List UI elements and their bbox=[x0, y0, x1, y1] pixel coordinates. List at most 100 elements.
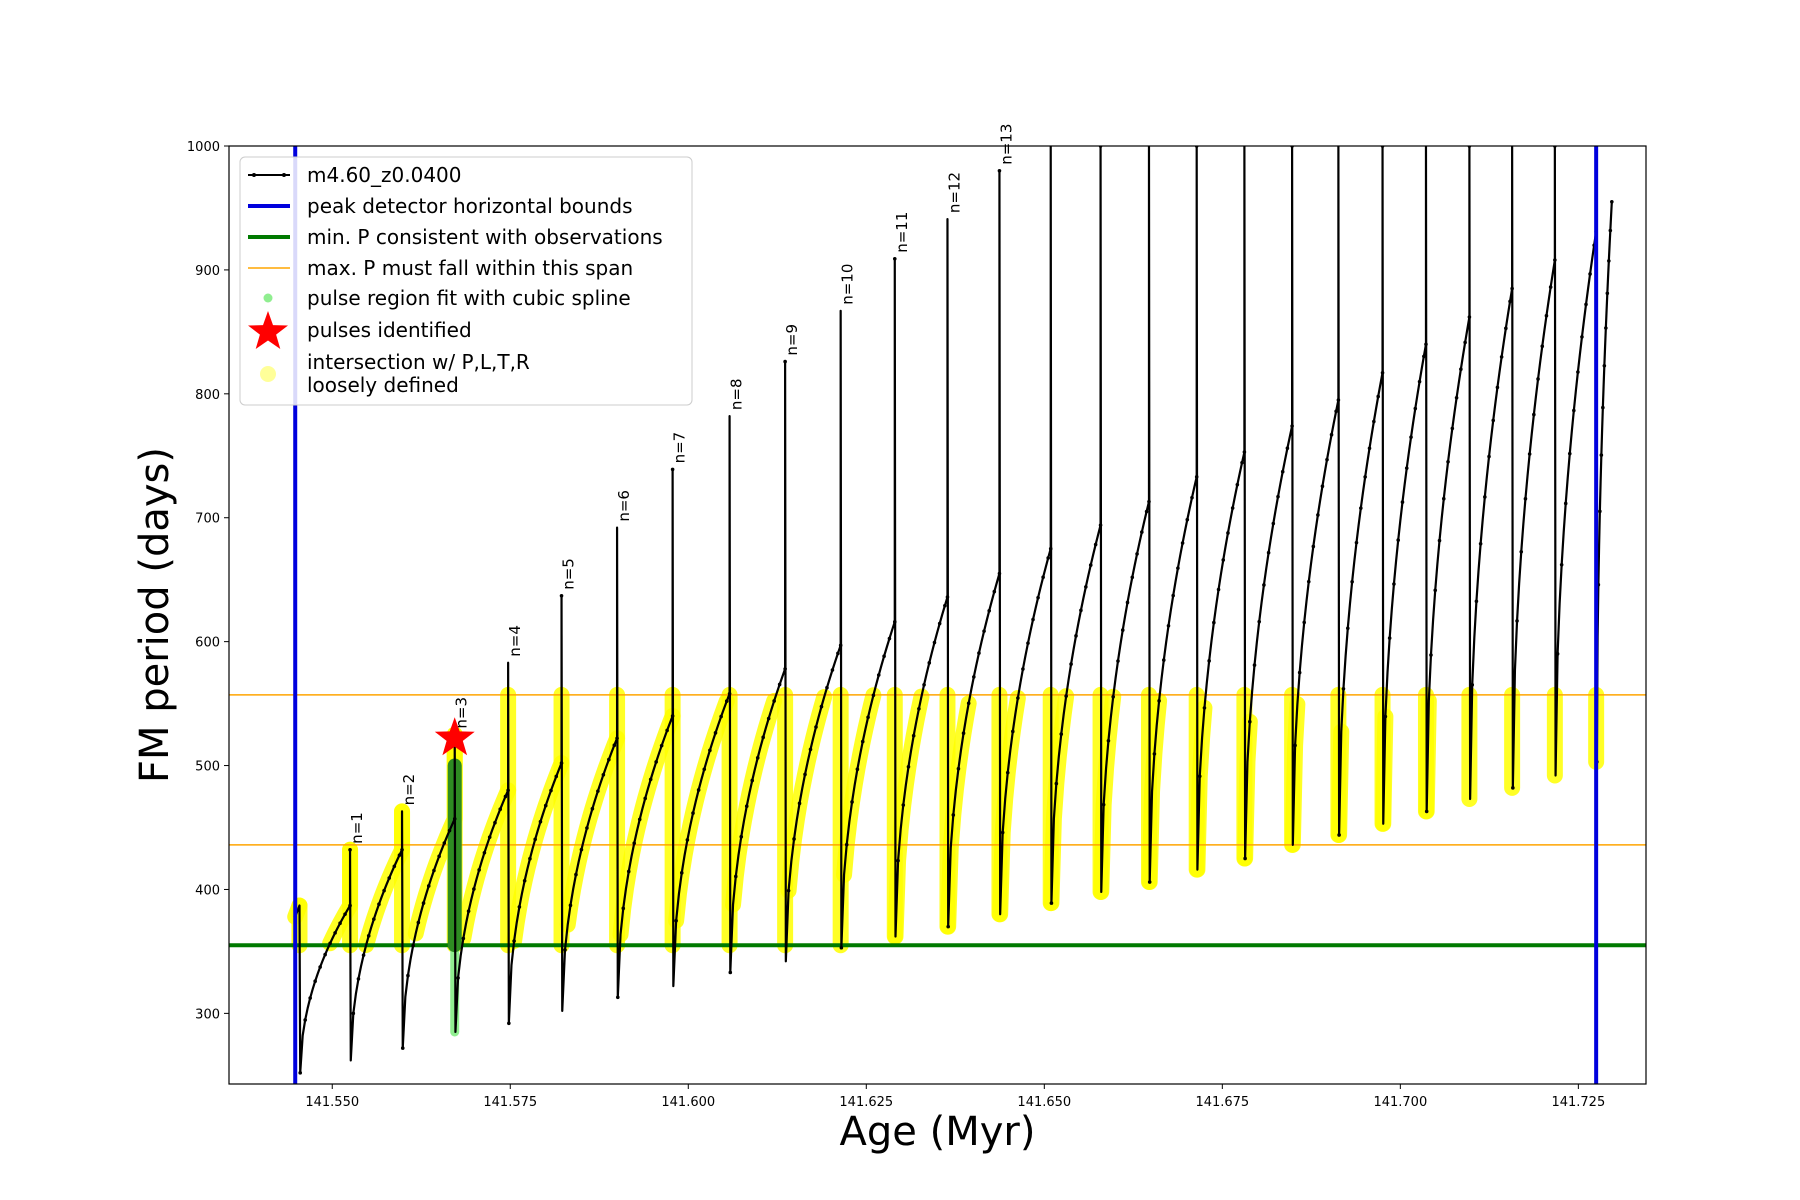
series-point bbox=[1527, 452, 1532, 456]
series-point bbox=[702, 767, 707, 772]
series-point bbox=[1602, 364, 1607, 368]
series-point bbox=[1257, 619, 1262, 624]
series-point bbox=[1271, 521, 1276, 526]
series-point bbox=[522, 878, 527, 883]
series-point bbox=[432, 868, 436, 873]
series-point bbox=[1026, 641, 1030, 645]
series-point bbox=[1054, 781, 1059, 786]
series-point bbox=[1463, 340, 1467, 345]
series-point bbox=[1011, 729, 1015, 734]
series-point bbox=[1088, 563, 1093, 567]
series-point bbox=[1111, 694, 1116, 699]
series-point bbox=[447, 828, 452, 833]
series-point bbox=[792, 837, 796, 841]
peak-label: n=7 bbox=[671, 432, 689, 464]
series-point bbox=[836, 651, 840, 656]
y-tick-label: 1000 bbox=[187, 140, 220, 155]
series-point bbox=[1202, 706, 1207, 710]
series-point bbox=[1252, 663, 1257, 667]
series-point bbox=[456, 976, 460, 980]
series-point bbox=[1604, 326, 1608, 330]
series-point bbox=[1240, 460, 1244, 465]
legend-label: loosely defined bbox=[307, 373, 459, 397]
series-point bbox=[303, 1018, 307, 1022]
series-point bbox=[579, 847, 584, 852]
series-point bbox=[1588, 272, 1592, 276]
series-point bbox=[585, 826, 589, 830]
series-point bbox=[1607, 259, 1611, 263]
series-point bbox=[1548, 285, 1553, 289]
legend-label: max. P must fall within this span bbox=[307, 256, 633, 280]
series-point bbox=[1316, 513, 1320, 517]
series-point bbox=[1046, 556, 1050, 560]
series-point bbox=[377, 902, 381, 907]
series-point bbox=[498, 807, 503, 811]
series-point bbox=[1380, 370, 1385, 375]
series-point bbox=[1207, 659, 1211, 663]
series-point bbox=[590, 806, 595, 811]
series-point bbox=[323, 952, 327, 957]
series-point bbox=[892, 256, 897, 261]
legend-symbol-dot bbox=[252, 173, 256, 177]
series-point bbox=[728, 970, 733, 975]
series-point bbox=[559, 761, 564, 765]
series-point bbox=[356, 977, 361, 981]
series-point bbox=[477, 868, 481, 872]
series-point bbox=[956, 766, 961, 771]
legend-symbol-dot bbox=[282, 173, 286, 177]
series-point bbox=[1376, 394, 1380, 399]
series-point bbox=[442, 841, 447, 845]
series-point bbox=[1230, 506, 1235, 510]
legend-symbol-dot bbox=[260, 366, 276, 382]
series-point bbox=[1176, 566, 1180, 570]
series-point bbox=[1290, 424, 1294, 428]
series-point bbox=[607, 757, 611, 762]
series-point bbox=[1120, 628, 1125, 632]
series-point bbox=[392, 864, 397, 869]
series-point bbox=[1243, 856, 1247, 861]
peak-label: n=4 bbox=[506, 625, 524, 657]
series-point bbox=[1293, 743, 1297, 748]
intersection-segment bbox=[725, 692, 783, 913]
series-point bbox=[568, 903, 573, 908]
series-point bbox=[1523, 496, 1528, 501]
series-point bbox=[1059, 732, 1064, 736]
series-point bbox=[750, 778, 755, 783]
series-point bbox=[472, 887, 476, 891]
y-tick-label: 800 bbox=[195, 388, 220, 403]
series-point bbox=[1000, 830, 1005, 835]
series-point bbox=[1478, 541, 1483, 546]
series-point bbox=[1130, 575, 1135, 580]
series-point bbox=[1515, 619, 1519, 623]
series-point bbox=[1325, 457, 1329, 462]
series-point bbox=[674, 918, 678, 923]
series-point bbox=[1336, 398, 1341, 402]
series-point bbox=[1185, 517, 1190, 522]
series-point bbox=[1345, 626, 1350, 631]
series-point bbox=[559, 593, 564, 598]
series-point bbox=[543, 803, 548, 808]
series-point bbox=[1079, 608, 1083, 613]
series-point bbox=[1069, 662, 1073, 666]
series-point bbox=[839, 945, 844, 950]
series-point bbox=[1487, 454, 1491, 459]
series-point bbox=[1396, 538, 1401, 542]
series-point bbox=[1212, 620, 1216, 625]
x-tick-label: 141.700 bbox=[1373, 1095, 1427, 1110]
legend-label: peak detector horizontal bounds bbox=[307, 194, 633, 218]
series-point bbox=[659, 743, 664, 748]
series-point bbox=[1125, 600, 1130, 605]
peak-label: n=3 bbox=[453, 697, 471, 729]
series-point bbox=[1372, 419, 1376, 424]
series-point bbox=[1337, 833, 1341, 837]
series-point bbox=[1553, 258, 1557, 262]
series-point bbox=[803, 772, 807, 777]
series-point bbox=[517, 905, 522, 909]
series-point bbox=[766, 716, 771, 721]
series-point bbox=[1437, 538, 1442, 543]
peak-label: n=11 bbox=[893, 212, 911, 253]
series-point bbox=[1242, 450, 1247, 454]
series-point bbox=[838, 643, 843, 648]
series-point bbox=[637, 817, 642, 822]
x-tick-label: 141.650 bbox=[1017, 1095, 1071, 1110]
